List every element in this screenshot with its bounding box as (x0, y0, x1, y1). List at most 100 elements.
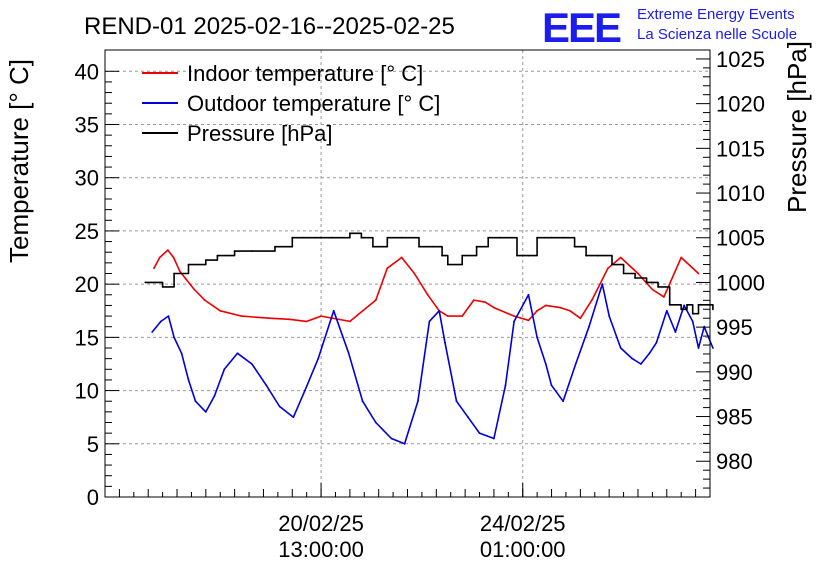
data-point (697, 347, 700, 349)
data-point (314, 236, 317, 239)
data-point (187, 379, 190, 381)
data-point (562, 400, 564, 403)
data-point (585, 254, 587, 257)
y-tick-label: 30 (75, 166, 99, 191)
data-point (611, 263, 613, 266)
org-name-line1: Extreme Energy Events (637, 6, 795, 23)
data-point (278, 405, 281, 408)
legend: Indoor temperature [° C] Outdoor temperat… (142, 61, 440, 146)
data-point (467, 416, 469, 419)
data-point (265, 384, 268, 387)
data-point (331, 236, 334, 239)
data-point (619, 256, 622, 259)
data-point (144, 281, 147, 284)
data-point (317, 357, 320, 360)
data-point (251, 250, 253, 253)
data-point (400, 256, 403, 259)
data-point (291, 236, 294, 239)
data-point (268, 317, 271, 320)
data-point (194, 400, 197, 403)
data-point (691, 320, 694, 323)
data-point (288, 318, 291, 321)
data-point (292, 416, 295, 419)
data-point (372, 245, 374, 248)
data-point (648, 352, 651, 355)
x-tick-time: 01:00:00 (480, 537, 566, 562)
y-tick-label: 5 (87, 432, 99, 457)
y2-tick-label: 980 (716, 449, 753, 474)
data-point (622, 272, 625, 275)
data-point (438, 309, 441, 312)
data-point (320, 315, 322, 317)
data-point (574, 363, 577, 365)
y2-tick-label: 990 (716, 360, 753, 385)
data-point (179, 270, 181, 273)
y-tick-label: 15 (75, 325, 99, 350)
y2-tick-label: 1005 (716, 226, 765, 251)
data-point (663, 296, 665, 298)
data-point (536, 309, 538, 312)
data-point (173, 336, 176, 339)
data-point (173, 272, 176, 275)
axis-ticks: 0510152025303540980985990995100010051010… (75, 47, 765, 562)
data-point (493, 437, 495, 440)
data-point (413, 272, 416, 275)
data-point (349, 232, 351, 235)
y2-tick-label: 1020 (716, 92, 765, 117)
data-point (428, 320, 431, 323)
data-point (446, 315, 449, 317)
data-point (712, 347, 714, 349)
data-point (544, 304, 547, 307)
x-tick-time: 13:00:00 (278, 537, 364, 562)
y-tick-label: 35 (75, 113, 99, 138)
y2-tick-label: 1010 (716, 181, 765, 206)
data-point (187, 263, 190, 266)
y2-axis-title: Pressure [hPa] (782, 41, 812, 213)
data-point (655, 341, 658, 344)
plot-frame (104, 49, 711, 498)
data-point (184, 277, 187, 280)
legend-label: Indoor temperature [° C] (187, 61, 423, 86)
data-point (527, 293, 530, 296)
data-point (697, 272, 700, 275)
data-point (455, 400, 458, 403)
data-point (637, 272, 639, 275)
data-point (674, 331, 677, 333)
data-point (417, 400, 419, 403)
data-point (680, 256, 683, 259)
y2-tick-label: 1000 (716, 270, 765, 295)
data-point (374, 421, 377, 424)
data-point (360, 236, 363, 239)
data-point (527, 319, 530, 322)
data-point (236, 352, 239, 355)
data-point (596, 254, 599, 257)
grid-lines (105, 50, 710, 497)
legend-label: Pressure [hPa] (187, 121, 333, 146)
data-point (158, 256, 161, 259)
data-point (665, 309, 668, 312)
legend-label: Outdoor temperature [° C] (187, 91, 440, 116)
data-point (573, 245, 576, 248)
y-axis-title: Temperature [° C] (4, 59, 34, 263)
data-point (550, 236, 553, 239)
y-tick-label: 0 (87, 485, 99, 510)
data-point (390, 437, 393, 440)
data-point (403, 442, 406, 445)
data-point (691, 312, 694, 315)
data-point (569, 309, 571, 312)
data-point (493, 306, 495, 309)
data-point (651, 288, 654, 291)
data-point (498, 236, 501, 239)
data-point (153, 267, 155, 270)
data-point (193, 288, 196, 291)
data-point (634, 277, 636, 279)
data-point (203, 299, 206, 301)
data-point (487, 236, 490, 239)
data-point (304, 389, 306, 392)
x-tick-date: 24/02/25 (480, 511, 566, 536)
data-point (305, 320, 308, 323)
data-point (562, 236, 564, 239)
y-tick-label: 25 (75, 219, 99, 244)
data-point (233, 250, 236, 253)
